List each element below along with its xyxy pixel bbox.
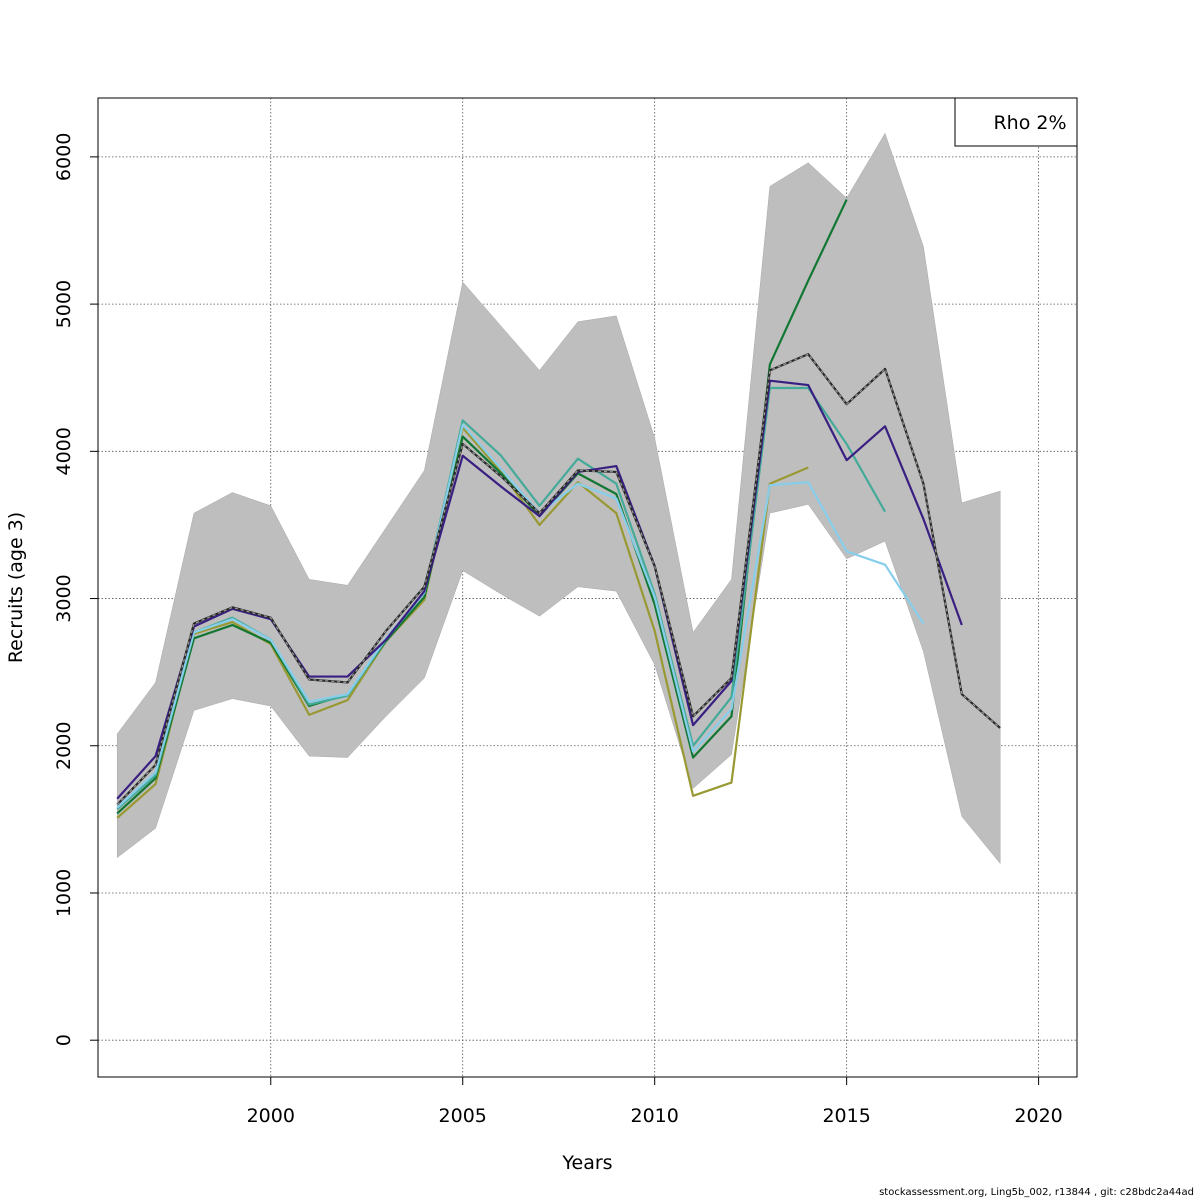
x-tick-label: 2015	[822, 1105, 870, 1127]
series-lines	[116, 199, 1001, 819]
x-axis-label: Years	[561, 1152, 612, 1174]
series-line-dash-overlay	[116, 353, 1001, 806]
y-tick-label: 0	[53, 1034, 75, 1046]
series-line	[116, 423, 925, 809]
legend-box	[954, 97, 1078, 147]
series-line	[116, 379, 963, 800]
y-tick-label: 1000	[53, 869, 75, 917]
y-axis: 0 1000 2000 3000 4000 5000 6000	[53, 133, 98, 1046]
y-tick-label: 6000	[53, 133, 75, 181]
y-tick-label: 4000	[53, 427, 75, 475]
y-tick-label: 2000	[53, 722, 75, 770]
y-tick-label: 3000	[53, 574, 75, 622]
x-tick-label: 2010	[631, 1105, 679, 1127]
plot-frame	[97, 97, 1078, 1078]
series-line	[116, 199, 848, 815]
legend: Rho 2%	[954, 97, 1078, 147]
x-tick-label: 2005	[439, 1105, 487, 1127]
footer-credit: stockassessment.org, Ling5b_002, r13844 …	[879, 1187, 1194, 1198]
x-axis: 2000 2005 2010 2015 2020	[247, 1077, 1063, 1127]
y-axis-label: Recruits (age 3)	[5, 512, 27, 663]
y-tick-label: 5000	[53, 280, 75, 328]
legend-text: Rho 2%	[993, 112, 1066, 134]
x-tick-label: 2020	[1014, 1105, 1062, 1127]
x-tick-label: 2000	[247, 1105, 295, 1127]
